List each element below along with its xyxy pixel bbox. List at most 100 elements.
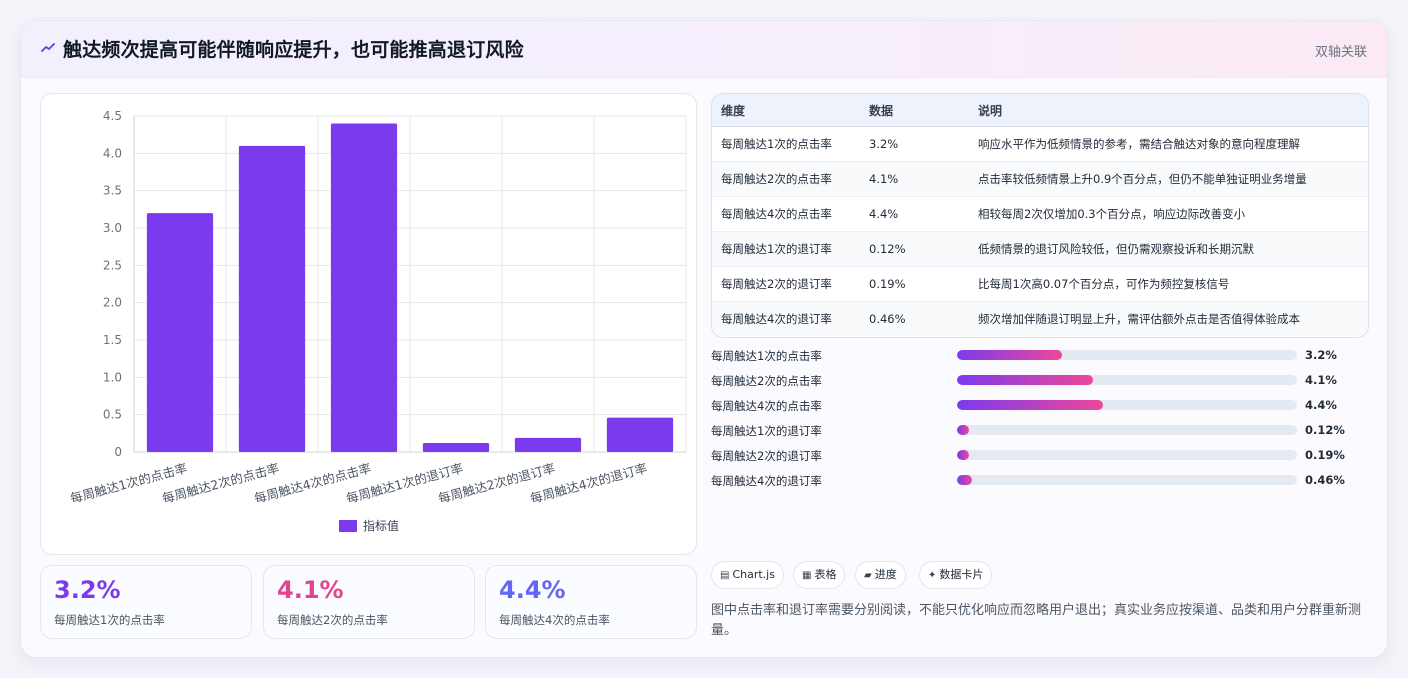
progress-track <box>957 375 1297 385</box>
progress-track <box>957 475 1297 485</box>
bar-chart: 00.51.01.52.02.53.03.54.04.5每周触达1次的点击率每周… <box>69 109 687 533</box>
table-cell: 每周触达4次的退订率 <box>712 301 869 336</box>
header-tag: 双轴关联 <box>1314 45 1367 60</box>
table-cell: 比每周1次高0.07个百分点，可作为频控复核信号 <box>978 266 1368 302</box>
progress-icon: ▰ <box>864 570 872 581</box>
bar-chart-panel: 0 0.5 1.0 1.5 2.0 2.5 3.0 3.5 4.0 4.5 每周触达1次的点击率 每周… <box>40 93 697 555</box>
chip-label: 表格 <box>814 568 837 581</box>
progress-label: 每周触达2次的点击率 <box>711 374 822 388</box>
y-tick-label: 1.0 <box>103 370 122 384</box>
chip-label: 进度 <box>874 568 897 581</box>
progress-label: 每周触达4次的退订率 <box>711 474 822 488</box>
progress-label: 每周触达1次的点击率 <box>711 349 822 363</box>
progress-fill <box>957 475 973 485</box>
progress-value: 0.19% <box>1305 448 1345 462</box>
progress-fill <box>957 350 1063 360</box>
y-tick-label: 0.5 <box>103 408 122 422</box>
bar <box>606 417 674 452</box>
table-row: 每周触达4次的点击率 4.4% 相较每周2次仅增加0.3个百分点，响应边际改善变… <box>712 196 1368 232</box>
chip-data-card[interactable]: ✦ 数据卡片 <box>919 561 993 589</box>
y-tick-label: 0 <box>114 445 122 459</box>
progress-track <box>957 350 1297 360</box>
y-tick-label: 3.0 <box>103 221 122 235</box>
table-row: 每周触达2次的退订率 0.19% 比每周1次高0.07个百分点，可作为频控复核信… <box>712 266 1368 302</box>
column-header: 说明 <box>978 94 1368 127</box>
kpi-label: 每周触达1次的点击率 <box>54 613 165 627</box>
progress-row: 每周触达2次的退订率 0.19% <box>711 446 1367 466</box>
table-cell: 每周触达2次的点击率 <box>712 161 869 197</box>
sparkle-icon: ✦ <box>928 570 937 581</box>
progress-value: 0.12% <box>1305 423 1345 437</box>
table-cell: 0.12% <box>869 231 978 267</box>
progress-track <box>957 450 1297 460</box>
progress-value: 4.4% <box>1305 398 1337 412</box>
table-cell: 0.46% <box>869 301 978 336</box>
header-bar: 触达频次提高可能伴随响应提升，也可能推高退订风险 双轴关联 <box>21 21 1387 78</box>
table-cell: 4.4% <box>869 196 978 232</box>
progress-value: 4.1% <box>1305 373 1337 387</box>
table-row: 每周触达2次的点击率 4.1% 点击率较低频情景上升0.9个百分点，但仍不能单独… <box>712 161 1368 197</box>
table-cell: 每周触达1次的点击率 <box>712 126 869 162</box>
y-tick-label: 4.0 <box>103 146 122 160</box>
kpi-card-1: 3.2% 每周触达1次的点击率 <box>40 565 252 639</box>
progress-value: 3.2% <box>1305 348 1337 362</box>
kpi-card-3: 4.4% 每周触达4次的点击率 <box>485 565 697 639</box>
progress-label: 每周触达4次的点击率 <box>711 399 822 413</box>
table-row: 每周触达1次的退订率 0.12% 低频情景的退订风险较低，但仍需观察投诉和长期沉… <box>712 231 1368 267</box>
table-cell: 相较每周2次仅增加0.3个百分点，响应边际改善变小 <box>978 196 1368 232</box>
progress-label: 每周触达1次的退订率 <box>711 424 822 438</box>
column-header: 数据 <box>869 94 978 127</box>
legend-label: 指标值 <box>363 518 399 533</box>
progress-track <box>957 425 1297 435</box>
table-cell: 3.2% <box>869 126 978 162</box>
table-cell: 每周触达2次的退订率 <box>712 266 869 302</box>
y-tick-label: 2.5 <box>103 258 122 272</box>
data-table-panel: 维度 数据 说明 每周触达1次的点击率 3.2% 响应水平作为低频情景的参考，需… <box>711 93 1369 338</box>
bar <box>514 437 582 452</box>
table-cell: 低频情景的退订风险较低，但仍需观察投诉和长期沉默 <box>978 231 1368 267</box>
kpi-label: 每周触达4次的点击率 <box>499 613 610 627</box>
kpi-label: 每周触达2次的点击率 <box>277 613 388 627</box>
table-icon: ▦ <box>802 570 812 581</box>
table-cell: 响应水平作为低频情景的参考，需结合触达对象的意向程度理解 <box>978 126 1368 162</box>
table-cell: 0.19% <box>869 266 978 302</box>
column-header: 维度 <box>712 94 869 127</box>
table-cell: 每周触达4次的点击率 <box>712 196 869 232</box>
progress-fill <box>957 425 969 435</box>
progress-label: 每周触达2次的退订率 <box>711 449 822 463</box>
table-cell: 频次增加伴随退订明显上升，需评估额外点击是否值得体验成本 <box>978 301 1368 336</box>
table-cell: 每周触达1次的退订率 <box>712 231 869 267</box>
y-tick-label: 4.5 <box>103 109 122 123</box>
y-tick-label: 1.5 <box>103 333 122 347</box>
footnote-text: 图中点击率和退订率需要分别阅读，不能只优化响应而忽略用户退出；真实业务应按渠道、… <box>711 603 1362 638</box>
table-header-row: 维度 数据 说明 <box>712 94 1368 127</box>
progress-row: 每周触达1次的点击率 3.2% <box>711 346 1367 366</box>
kpi-card-2: 4.1% 每周触达2次的点击率 <box>263 565 475 639</box>
legend-swatch <box>339 520 357 532</box>
kpi-value: 4.1% <box>277 576 344 604</box>
chip-progress[interactable]: ▰ 进度 <box>855 561 906 589</box>
progress-fill <box>957 400 1104 410</box>
progress-row: 每周触达4次的退订率 0.46% <box>711 471 1367 491</box>
progress-track <box>957 400 1297 410</box>
kpi-value: 3.2% <box>54 576 121 604</box>
progress-value: 0.46% <box>1305 473 1345 487</box>
data-table: 维度 数据 说明 每周触达1次的点击率 3.2% 响应水平作为低频情景的参考，需… <box>712 94 1368 336</box>
table-row: 每周触达1次的点击率 3.2% 响应水平作为低频情景的参考，需结合触达对象的意向… <box>712 126 1368 162</box>
y-tick-label: 2.0 <box>103 296 122 310</box>
bar <box>330 123 398 452</box>
progress-fill <box>957 450 969 460</box>
chip-chartjs[interactable]: ▤ Chart.js <box>711 561 784 589</box>
progress-row: 每周触达1次的退订率 0.12% <box>711 421 1367 441</box>
page-title: 触达频次提高可能伴随响应提升，也可能推高退订风险 <box>63 39 524 61</box>
chart-icon: ▤ <box>720 570 730 581</box>
chip-label: Chart.js <box>732 568 775 581</box>
table-row: 每周触达4次的退订率 0.46% 频次增加伴随退订明显上升，需评估额外点击是否值… <box>712 301 1368 336</box>
chip-label: 数据卡片 <box>939 568 984 581</box>
bar <box>146 213 214 452</box>
bar <box>422 443 490 452</box>
kpi-value: 4.4% <box>499 576 566 604</box>
dashboard-card: 触达频次提高可能伴随响应提升，也可能推高退订风险 双轴关联 0 0.5 1.0 1.5… <box>20 20 1388 658</box>
table-cell: 4.1% <box>869 161 978 197</box>
chip-table[interactable]: ▦ 表格 <box>793 561 846 589</box>
